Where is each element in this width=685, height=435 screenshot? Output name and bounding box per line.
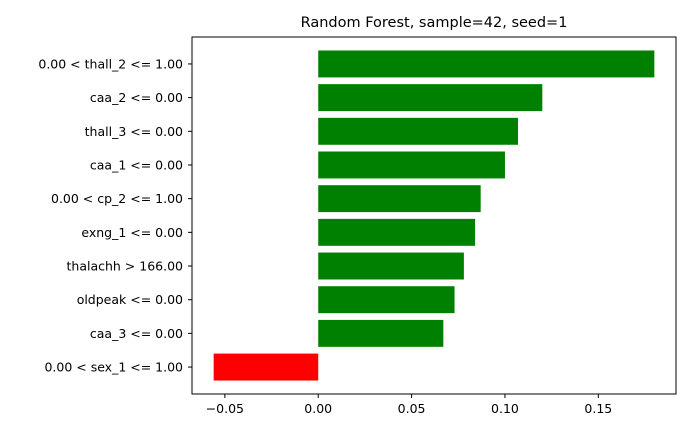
y-ticks-group: 0.00 < thall_2 <= 1.00 caa_2 <= 0.00 thall… [38, 56, 192, 375]
y-tick-label: 0.00 < thall_2 <= 1.00 [38, 56, 183, 71]
y-tick-label: thalachh > 166.00 [67, 259, 184, 274]
x-tick-label: −0.05 [206, 401, 244, 416]
x-tick-label: 0.05 [398, 401, 426, 416]
bar [318, 117, 519, 145]
bar [213, 353, 319, 381]
y-tick-label: caa_2 <= 0.00 [90, 90, 183, 105]
x-tick-label: 0.15 [584, 401, 612, 416]
y-tick-label: 0.00 < cp_2 <= 1.00 [51, 191, 183, 206]
x-ticks-group: −0.05 0.00 0.05 0.10 0.15 [206, 394, 612, 416]
y-tick-label: 0.00 < sex_1 <= 1.00 [44, 360, 183, 375]
x-tick-label: 0.00 [304, 401, 332, 416]
y-tick-label: exng_1 <= 0.00 [81, 225, 183, 240]
y-tick-label: oldpeak <= 0.00 [77, 292, 183, 307]
bar [318, 252, 464, 280]
bar [318, 50, 655, 78]
y-tick-label: caa_1 <= 0.00 [90, 157, 183, 172]
y-tick-label: thall_3 <= 0.00 [85, 124, 183, 139]
chart-title: Random Forest, sample=42, seed=1 [301, 15, 568, 31]
bar [318, 84, 543, 112]
bar [318, 286, 455, 314]
y-tick-label: caa_3 <= 0.00 [90, 326, 183, 341]
bars-group [213, 50, 655, 381]
x-tick-label: 0.10 [491, 401, 519, 416]
bar [318, 185, 481, 213]
bar [318, 218, 476, 246]
plot-frame [191, 36, 677, 395]
bar [318, 151, 505, 179]
bar [318, 319, 444, 347]
